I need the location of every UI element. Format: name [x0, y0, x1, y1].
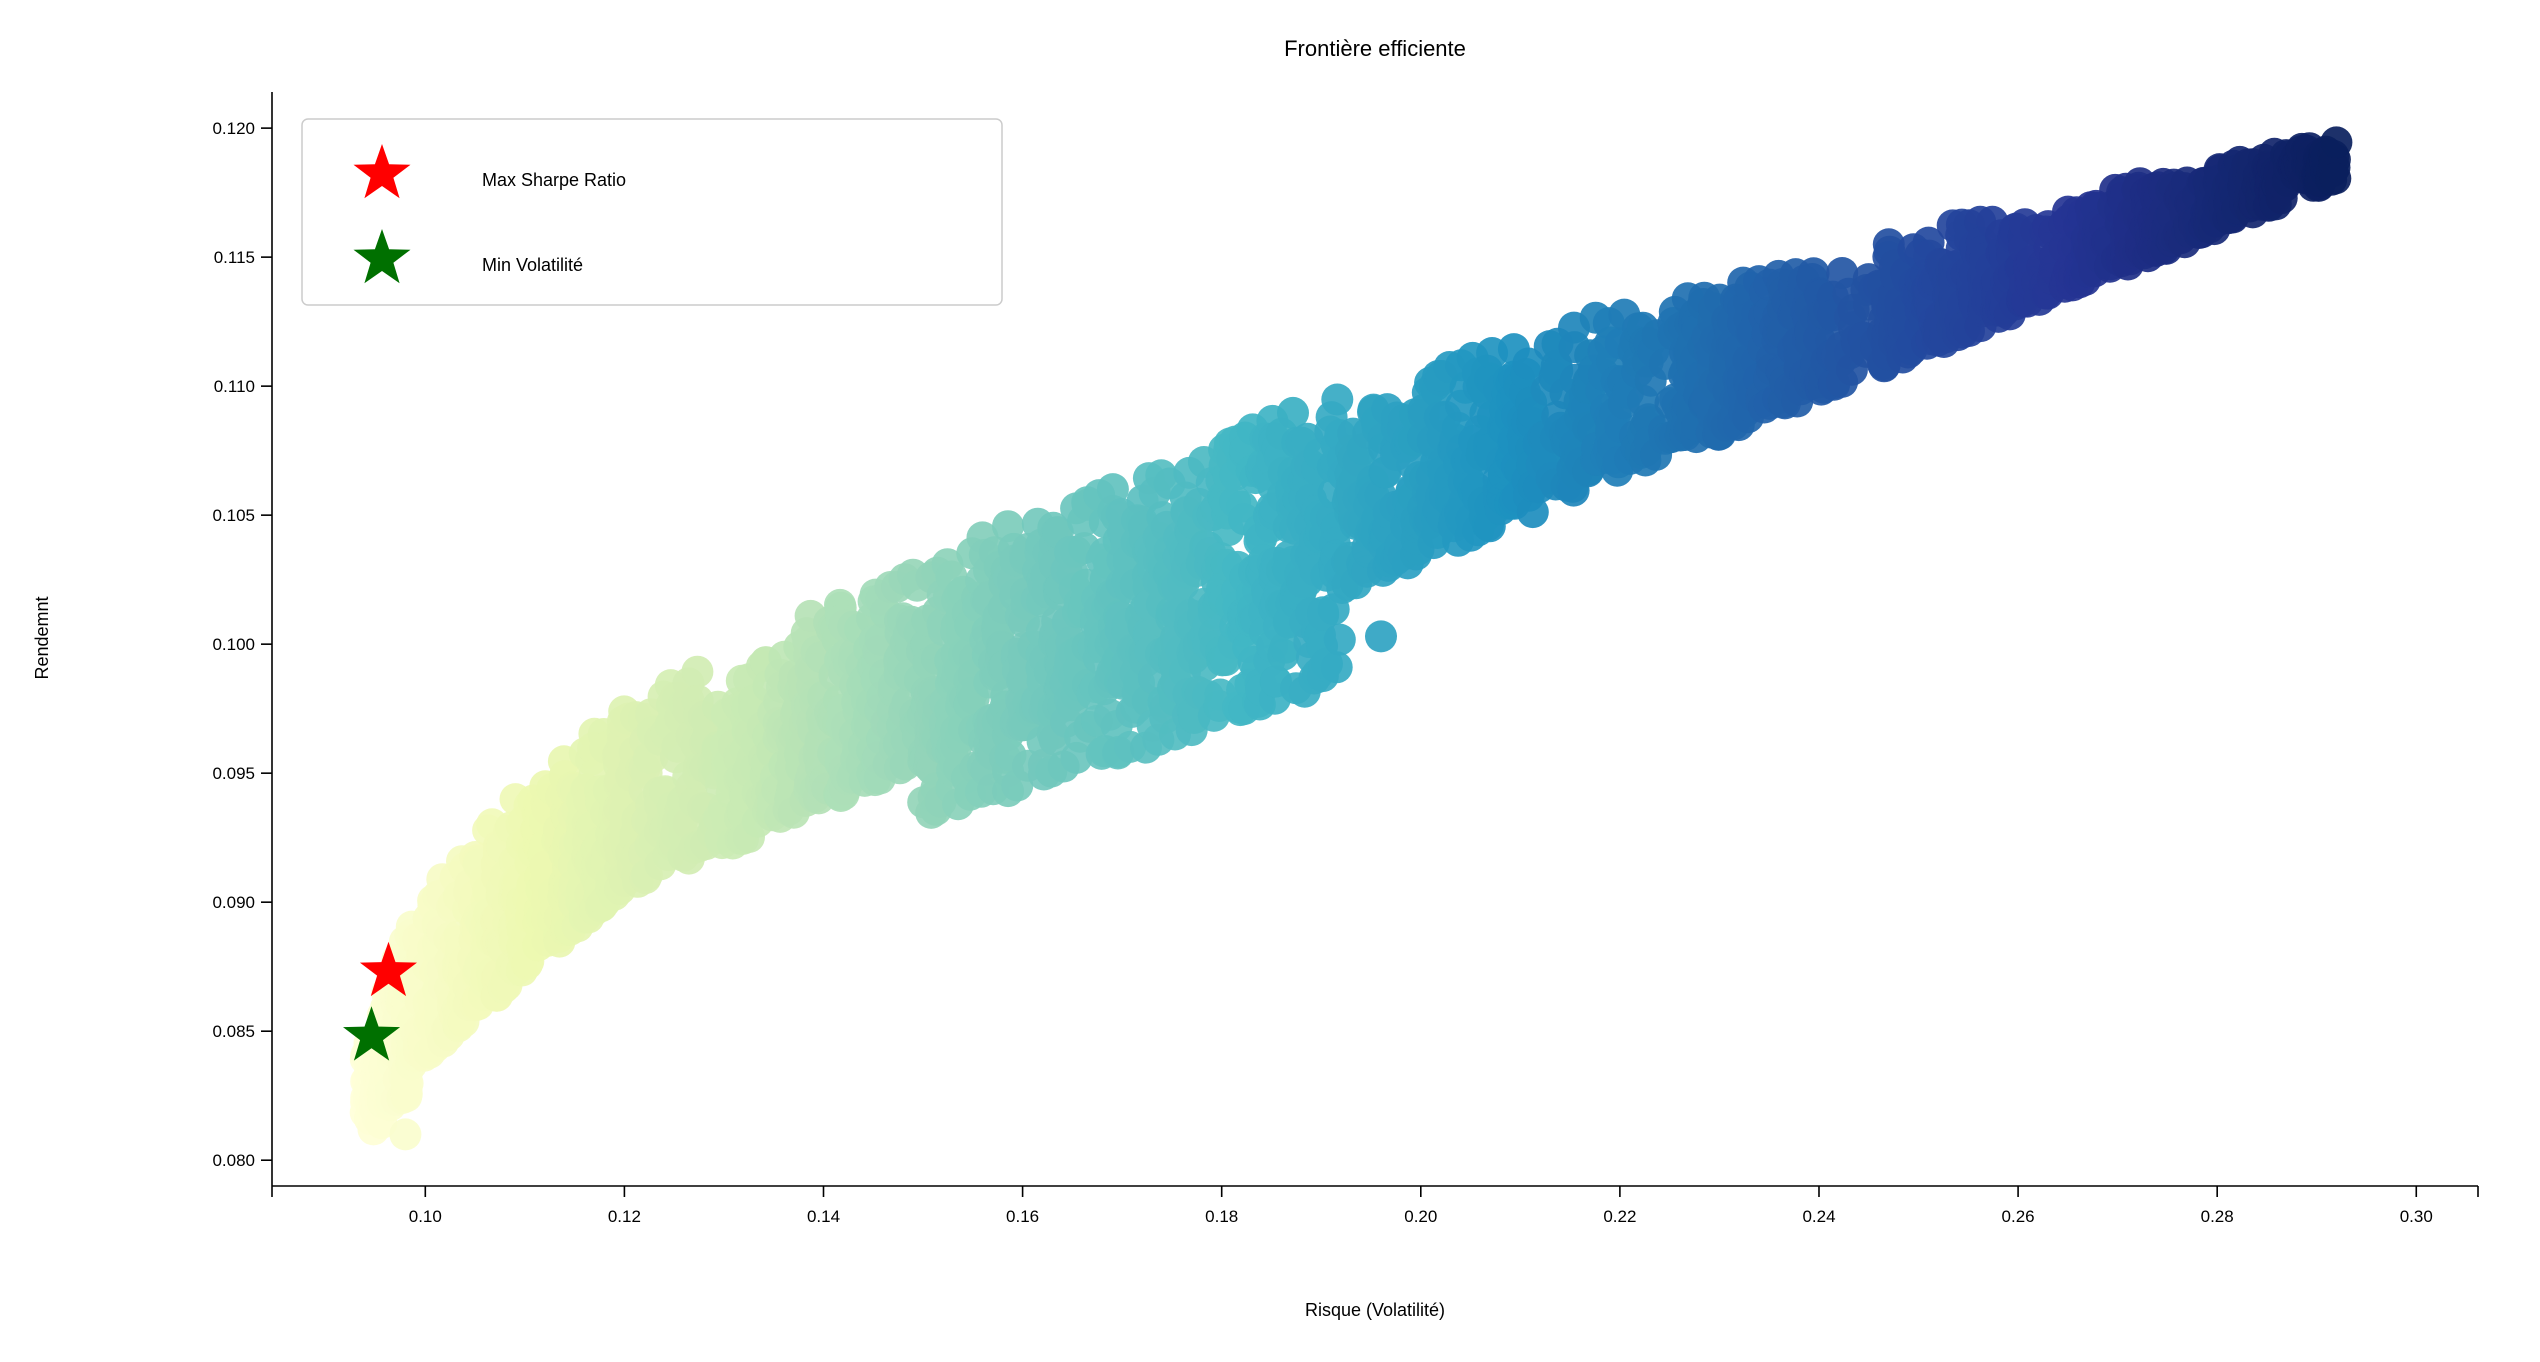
- y-ticks: 0.080 0.085 0.090 0.095 0.100 0.105 0.110 0.115…: [212, 119, 272, 1170]
- legend-min-volatility-star-icon: [353, 229, 411, 284]
- legend-max-sharpe-star-icon: [353, 144, 411, 199]
- scatter-point: [1277, 396, 1309, 429]
- scatter-point: [2320, 126, 2353, 159]
- y-tick-label: 0.085: [212, 1022, 255, 1041]
- x-tick-label: 0.30: [2400, 1207, 2433, 1226]
- y-tick-label: 0.090: [212, 893, 255, 912]
- min-volatility-star-icon: [343, 1006, 401, 1061]
- scatter-point: [1516, 397, 1549, 430]
- y-axis-label: Rendemnt: [32, 596, 52, 679]
- legend: Max Sharpe Ratio Min Volatilité: [301, 118, 1003, 306]
- y-axis: 0.080 0.085 0.090 0.095 0.100 0.105 0.110 0.115…: [212, 92, 273, 1186]
- y-tick-label: 0.100: [212, 635, 255, 654]
- x-axis-label: Risque (Volatilité): [1305, 1300, 1445, 1320]
- x-tick-label: 0.16: [1006, 1207, 1039, 1226]
- y-tick-label: 0.115: [214, 248, 255, 267]
- scatter-point: [2319, 162, 2352, 195]
- x-ticks: 0.10 0.12 0.14 0.16 0.18 0.20 0.22 0.24 0.26 0.28…: [409, 1186, 2433, 1226]
- x-tick-label: 0.14: [807, 1207, 840, 1226]
- x-tick-label: 0.20: [1404, 1207, 1437, 1226]
- x-tick-label: 0.18: [1205, 1207, 1238, 1226]
- y-tick-label: 0.080: [212, 1151, 255, 1170]
- y-tick-label: 0.120: [212, 119, 255, 138]
- y-tick-label: 0.095: [212, 764, 255, 783]
- scatter-point: [681, 655, 714, 688]
- scatter-point: [1365, 620, 1397, 653]
- max-sharpe-star-icon: [359, 941, 417, 997]
- x-tick-label: 0.24: [1802, 1207, 1835, 1226]
- scatter-point: [1516, 496, 1549, 529]
- y-tick-label: 0.105: [212, 506, 255, 525]
- y-tick-label: 0.110: [214, 377, 255, 396]
- scatter-point: [1512, 347, 1545, 380]
- scatter-point: [1320, 651, 1353, 684]
- x-tick-label: 0.28: [2201, 1207, 2234, 1226]
- x-axis: 0.10 0.12 0.14 0.16 0.18 0.20 0.22 0.24 0.26 0.28…: [271, 1185, 2479, 1226]
- chart-title: Frontière efficiente: [1284, 36, 1466, 61]
- x-tick-label: 0.10: [409, 1207, 442, 1226]
- special-markers: [343, 941, 417, 1061]
- scatter-point: [1321, 383, 1354, 416]
- x-tick-label: 0.12: [608, 1207, 641, 1226]
- scatter-point: [1323, 623, 1356, 656]
- x-tick-label: 0.22: [1603, 1207, 1636, 1226]
- legend-max-sharpe-label: Max Sharpe Ratio: [482, 170, 626, 190]
- legend-box: [301, 118, 1003, 306]
- x-tick-label: 0.26: [2002, 1207, 2035, 1226]
- legend-min-volatility-label: Min Volatilité: [482, 255, 583, 275]
- scatter-point: [389, 1118, 422, 1151]
